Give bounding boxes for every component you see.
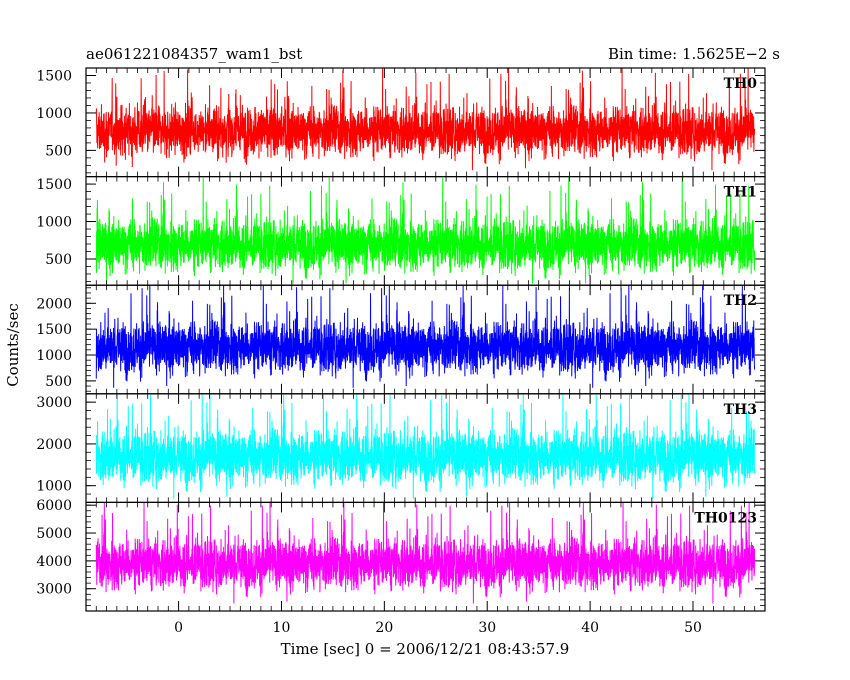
- series-th0: [95, 67, 756, 171]
- y-tick-label: 3000: [36, 395, 72, 411]
- x-tick-label: 50: [684, 620, 702, 636]
- panel-th2: 500 1000 1500 2000 TH2: [36, 284, 766, 395]
- y-tick-label: 1000: [36, 348, 72, 364]
- y-tick-label: 2000: [36, 296, 72, 312]
- header-bin-time: Bin time: 1.5625E−2 s: [608, 45, 780, 63]
- header-title: ae061221084357_wam1_bst: [86, 45, 302, 63]
- y-tick-label: 1000: [36, 106, 72, 122]
- panel-label-th3: TH3: [724, 402, 757, 418]
- y-tick-label: 1000: [36, 479, 72, 495]
- y-tick-label: 500: [45, 374, 72, 390]
- y-axis-label: Counts/sec: [4, 303, 22, 387]
- x-tick-label: 0: [174, 620, 183, 636]
- y-tick-label: 3000: [36, 582, 72, 598]
- x-tick-label: 20: [375, 620, 393, 636]
- panel-label-th0: TH0: [724, 76, 758, 92]
- x-tick-label: 10: [273, 620, 291, 636]
- y-tick-label: 1500: [36, 322, 72, 338]
- y-tick-label: 500: [45, 143, 72, 159]
- y-tick-label: 2000: [36, 437, 72, 453]
- series-th0123: [95, 502, 756, 604]
- series-th3: [95, 393, 756, 499]
- panel-th0123: 3000 4000 5000 6000 TH0123: [36, 498, 766, 612]
- y-tick-label: 4000: [36, 554, 72, 570]
- x-axis-label: Time [sec] 0 = 2006/12/21 08:43:57.9: [281, 640, 570, 658]
- panel-label-th0123: TH0123: [694, 510, 757, 526]
- panel-label-th1: TH1: [724, 185, 757, 201]
- y-tick-label: 5000: [36, 526, 72, 542]
- y-tick-label: 500: [45, 252, 72, 268]
- series-th2: [95, 285, 756, 388]
- panel-th3: 1000 2000 3000 TH3: [36, 393, 766, 503]
- x-tick-label: 30: [478, 620, 496, 636]
- x-tick-label: 40: [581, 620, 599, 636]
- series-th1: [95, 176, 756, 284]
- panel-th0: 500 1000 1500 TH0: [36, 67, 766, 178]
- y-tick-label: 1500: [36, 68, 72, 84]
- panel-th1: 500 1000 1500 TH1: [36, 176, 766, 286]
- y-tick-label: 1500: [36, 177, 72, 193]
- panel-label-th2: TH2: [724, 293, 757, 309]
- y-tick-label: 6000: [36, 498, 72, 514]
- y-tick-label: 1000: [36, 215, 72, 231]
